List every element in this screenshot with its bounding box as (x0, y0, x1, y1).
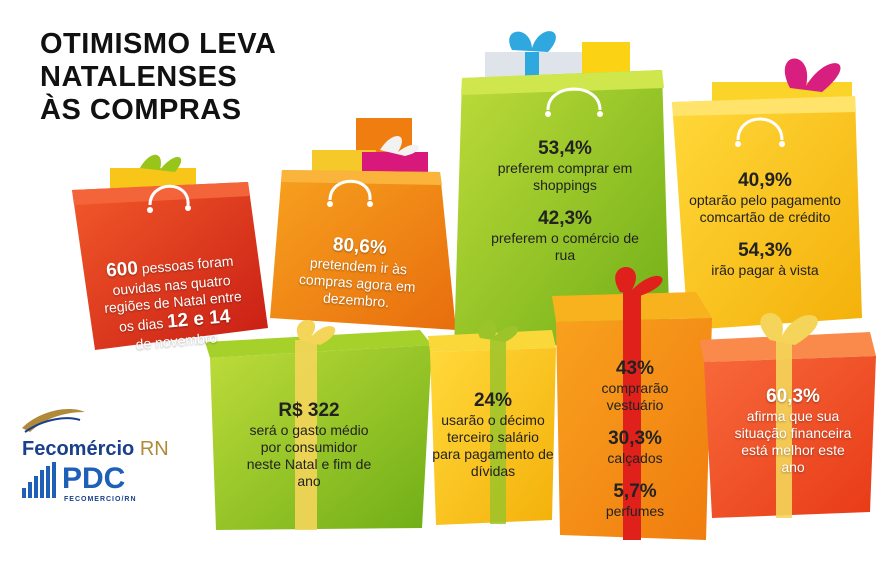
page-title: OTIMISMO LEVA NATALENSES ÀS COMPRAS (40, 28, 276, 127)
survey-days: 12 e 14 (166, 306, 232, 333)
shopping-text: 53,4% preferem comprar em shoppings 42,3… (490, 138, 640, 264)
red-shopping-bag (72, 154, 268, 350)
thirteenth-value: 24% (473, 390, 513, 411)
shopping-value-2: 42,3% (538, 208, 592, 229)
spending-value: R$ 322 (278, 400, 340, 421)
pdc-logo-mark (22, 462, 56, 498)
fecomercio-rn: RN (139, 438, 169, 460)
thirteenth-description: usarão o décimo terceiro salário para pa… (432, 412, 554, 479)
shopping-description-2: preferem o comércio de rua (491, 230, 639, 263)
survey-text: 600 pessoas foram ouvidas nas quatro reg… (74, 247, 272, 358)
yellow-gift-box (428, 320, 556, 525)
shopping-description-1: preferem comprar em shoppings (497, 160, 633, 193)
title-line-2: NATALENSES (40, 61, 238, 93)
pdc-logo-subtitle: FECOMERCIO/RN (64, 496, 137, 503)
finance-text: 60,3% afirma que sua situação financeira… (718, 386, 868, 476)
payment-description-1: optarão pelo pagamento comcartão de créd… (689, 192, 841, 225)
purchases-description-2: calçados (607, 450, 663, 466)
title-line-1: OTIMISMO LEVA (40, 28, 277, 60)
thirteenth-text: 24% usarão o décimo terceiro salário par… (432, 390, 554, 480)
payment-value-1: 40,9% (738, 170, 792, 191)
green-gift-box (205, 319, 432, 530)
payment-value-2: 54,3% (738, 240, 792, 261)
purchases-text: 43% comprarão vestuário 30,3% calçados 5… (560, 358, 710, 520)
purchases-description-3: perfumes (605, 503, 665, 519)
shopping-value-1: 53,4% (538, 138, 592, 159)
orange-gift-box (552, 266, 712, 540)
fecomercio-name: Fecomércio (22, 438, 135, 460)
purchases-description-1: comprarão vestuário (601, 380, 669, 413)
title-line-3: ÀS COMPRAS (40, 94, 242, 126)
spending-description: será o gasto médio por consumidor neste … (246, 422, 372, 489)
payment-text: 40,9% optarão pelo pagamento comcartão d… (680, 170, 850, 279)
purchases-value-3: 5,7% (613, 481, 657, 502)
orange-shopping-bag (270, 118, 456, 330)
finance-description: afirma que sua situação financeira está … (734, 408, 852, 475)
survey-count: 600 (105, 257, 139, 282)
red-gift-box (700, 312, 876, 518)
december-description: pretendem ir às compras agora em dezembr… (298, 254, 417, 311)
pdc-logo-text: PDC (62, 462, 126, 495)
survey-text-4: os dias (118, 314, 164, 335)
purchases-value-1: 43% (615, 358, 655, 379)
finance-value: 60,3% (766, 386, 820, 407)
fecomercio-logo-mark (22, 408, 85, 433)
december-text: 80,6% pretendem ir às compras agora em d… (286, 231, 431, 314)
payment-description-2: irão pagar à vista (711, 262, 819, 278)
yellow-shopping-bag (672, 58, 862, 330)
purchases-value-2: 30,3% (608, 428, 662, 449)
fecomercio-logo-text: Fecomércio RN (22, 438, 169, 461)
spending-text: R$ 322 será o gasto médio por consumidor… (214, 400, 404, 490)
